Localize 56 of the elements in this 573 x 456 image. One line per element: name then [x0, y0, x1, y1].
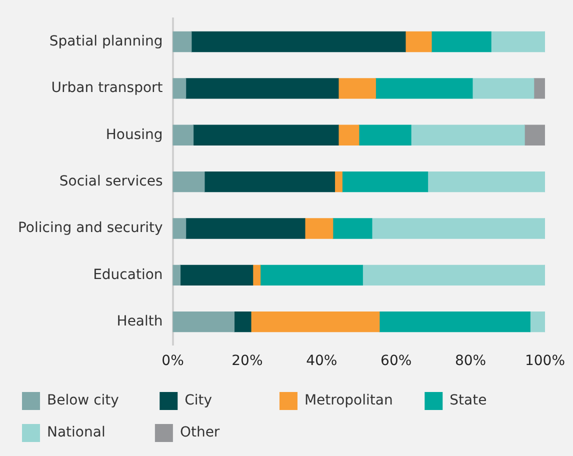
bar [372, 218, 545, 239]
bar [172, 218, 186, 239]
y-tick-label: Housing [106, 126, 163, 143]
bar [252, 264, 261, 286]
bar [410, 124, 525, 146]
bar [431, 31, 492, 52]
x-tick-label: 0% [162, 353, 184, 370]
y-tick-label: Spatial planning [49, 33, 163, 50]
legend-label: State [450, 392, 536, 409]
bar [472, 78, 534, 99]
bar [172, 171, 205, 192]
bar [524, 124, 545, 146]
bar [533, 78, 545, 99]
bar [362, 264, 545, 286]
bar [379, 312, 530, 332]
y-tick-label: Health [116, 314, 163, 330]
bar [260, 264, 363, 286]
x-tick-label: 80% [454, 353, 486, 370]
bar [304, 218, 334, 239]
legend-label: Below city [47, 392, 146, 409]
bar [358, 124, 412, 146]
bar [191, 31, 406, 52]
bar [530, 312, 545, 332]
bar [334, 171, 342, 192]
bar [427, 171, 545, 192]
y-tick-label: Policing and security [18, 220, 163, 236]
bar [332, 218, 372, 239]
bar [342, 171, 428, 192]
bar [338, 78, 376, 99]
bar [185, 78, 339, 99]
bar [204, 171, 336, 192]
y-tick-label: Education [93, 266, 163, 283]
bar [172, 124, 194, 146]
bar [172, 78, 186, 99]
x-tick-label: 40% [306, 353, 338, 370]
bar [172, 312, 235, 332]
x-tick-label: 20% [232, 353, 263, 370]
bar [490, 31, 545, 52]
legend-label: City [184, 392, 266, 409]
y-tick-label: Social services [59, 173, 163, 190]
bar [172, 31, 192, 52]
bar [375, 78, 473, 99]
x-tick-label: 100% [524, 353, 566, 370]
bar [180, 264, 254, 286]
x-tick-label: 60% [380, 353, 412, 370]
legend-label: Other [180, 424, 269, 441]
bar [250, 312, 380, 332]
bar [185, 218, 306, 239]
bar [338, 124, 360, 146]
bar [405, 31, 432, 52]
bar [172, 264, 181, 286]
legend-label: Metropolitan [304, 392, 411, 409]
bar [234, 312, 252, 332]
legend-label: National [47, 424, 141, 441]
bar [192, 124, 339, 146]
y-tick-label: Urban transport [51, 80, 164, 96]
